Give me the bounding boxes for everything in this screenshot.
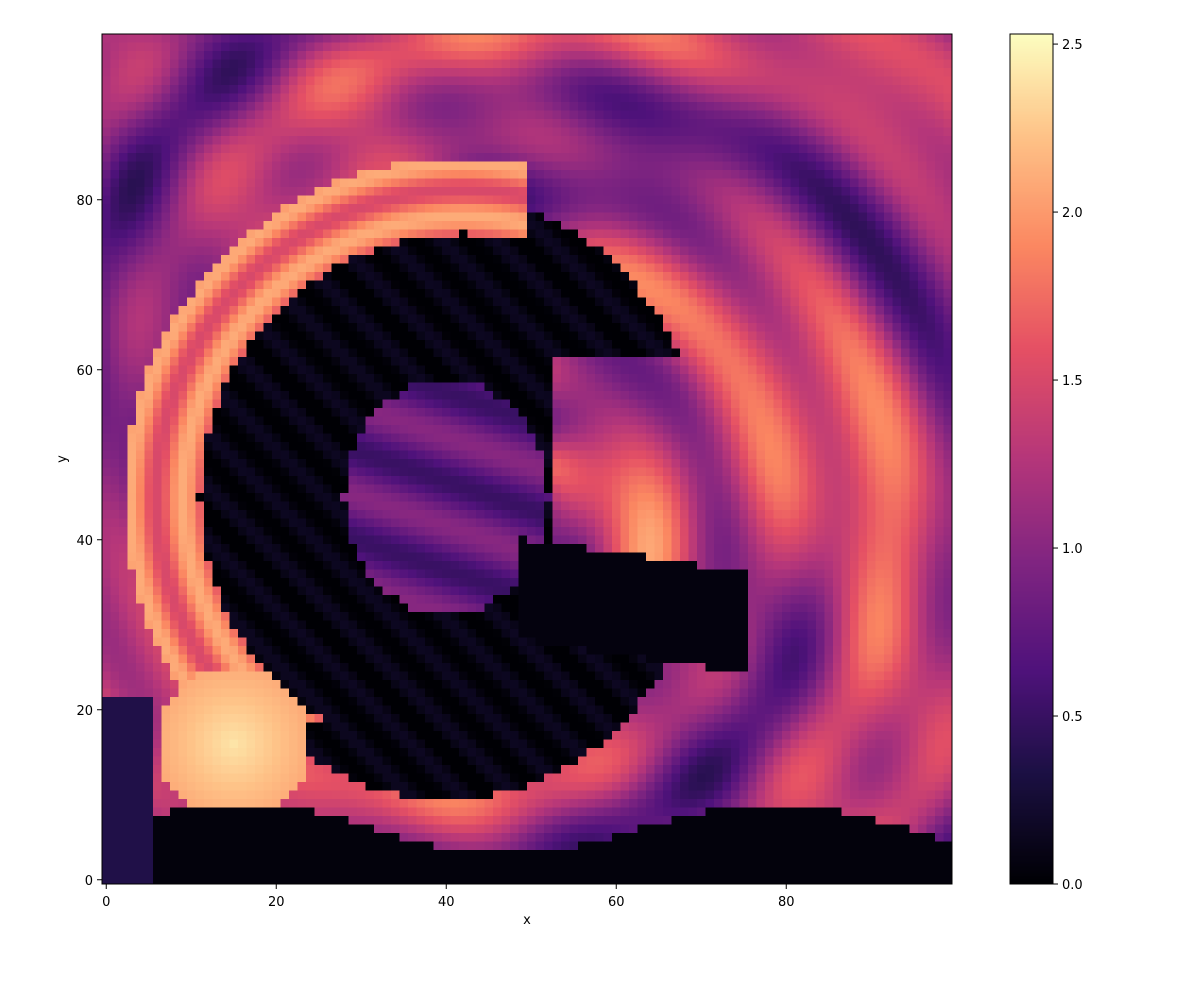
colorbar-tick-label: 1.0 (1062, 542, 1083, 557)
colorbar-gradient (1010, 34, 1053, 884)
colorbar-ticks: 0.0 0.5 1.0 1.5 2.0 2.5 (1053, 38, 1083, 893)
x-tick-label: 40 (438, 895, 455, 910)
y-tick-label: 60 (76, 364, 93, 379)
colorbar-tick-label: 0.5 (1062, 710, 1083, 725)
colorbar-tick-label: 2.0 (1062, 206, 1083, 221)
y-axis-label: y (55, 455, 70, 463)
colorbar-tick-label: 2.5 (1062, 38, 1083, 53)
colorbar-tick-label: 0.0 (1062, 878, 1083, 893)
heatmap-image (102, 34, 952, 884)
x-tick-label: 20 (268, 895, 285, 910)
y-tick-label: 20 (76, 704, 93, 719)
y-axis: 0 20 40 60 80 (76, 194, 102, 889)
x-tick-label: 80 (778, 895, 795, 910)
heatmap-area (101, 33, 953, 885)
x-axis: 0 20 40 60 80 (102, 884, 795, 910)
colorbar: 0.0 0.5 1.0 1.5 2.0 2.5 (1009, 33, 1083, 893)
y-tick-label: 40 (76, 534, 93, 549)
y-tick-label: 0 (85, 874, 93, 889)
colorbar-frame (1009, 33, 1054, 885)
x-axis-label: x (523, 913, 531, 928)
x-tick-label: 0 (102, 895, 110, 910)
y-tick-label: 80 (76, 194, 93, 209)
x-tick-label: 60 (608, 895, 625, 910)
plot-frame (101, 33, 953, 885)
colorbar-tick-label: 1.5 (1062, 374, 1083, 389)
